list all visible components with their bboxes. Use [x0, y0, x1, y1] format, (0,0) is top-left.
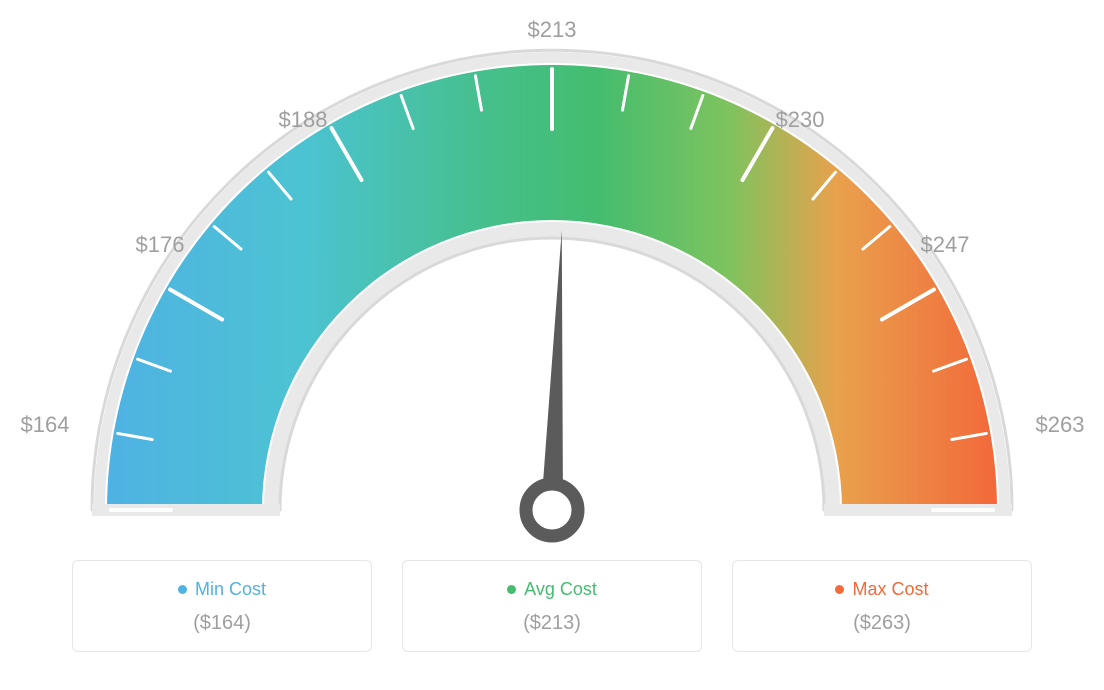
legend-title-max: Max Cost	[835, 579, 928, 600]
legend-title-avg: Avg Cost	[507, 579, 597, 600]
tick-label: $230	[776, 107, 825, 133]
tick-label: $213	[528, 17, 577, 43]
legend-label-max: Max Cost	[852, 579, 928, 600]
legend-card-min: Min Cost ($164)	[72, 560, 372, 652]
legend-row: Min Cost ($164) Avg Cost ($213) Max Cost…	[0, 560, 1104, 652]
legend-title-min: Min Cost	[178, 579, 266, 600]
legend-dot-min	[178, 585, 187, 594]
legend-value-max: ($263)	[733, 612, 1031, 635]
legend-dot-avg	[507, 585, 516, 594]
tick-label: $176	[136, 232, 185, 258]
legend-card-max: Max Cost ($263)	[732, 560, 1032, 652]
legend-value-avg: ($213)	[403, 612, 701, 635]
needle	[541, 230, 563, 510]
legend-value-min: ($164)	[73, 612, 371, 635]
gauge-svg	[0, 0, 1104, 560]
gauge-chart: $164 $176 $188 $213 $230 $247 $263	[0, 0, 1104, 560]
legend-label-avg: Avg Cost	[524, 579, 597, 600]
legend-card-avg: Avg Cost ($213)	[402, 560, 702, 652]
tick-label: $164	[21, 412, 70, 438]
legend-label-min: Min Cost	[195, 579, 266, 600]
tick-label: $263	[1036, 412, 1085, 438]
tick-label: $247	[921, 232, 970, 258]
tick-label: $188	[279, 107, 328, 133]
needle-hub	[526, 484, 578, 536]
legend-dot-max	[835, 585, 844, 594]
